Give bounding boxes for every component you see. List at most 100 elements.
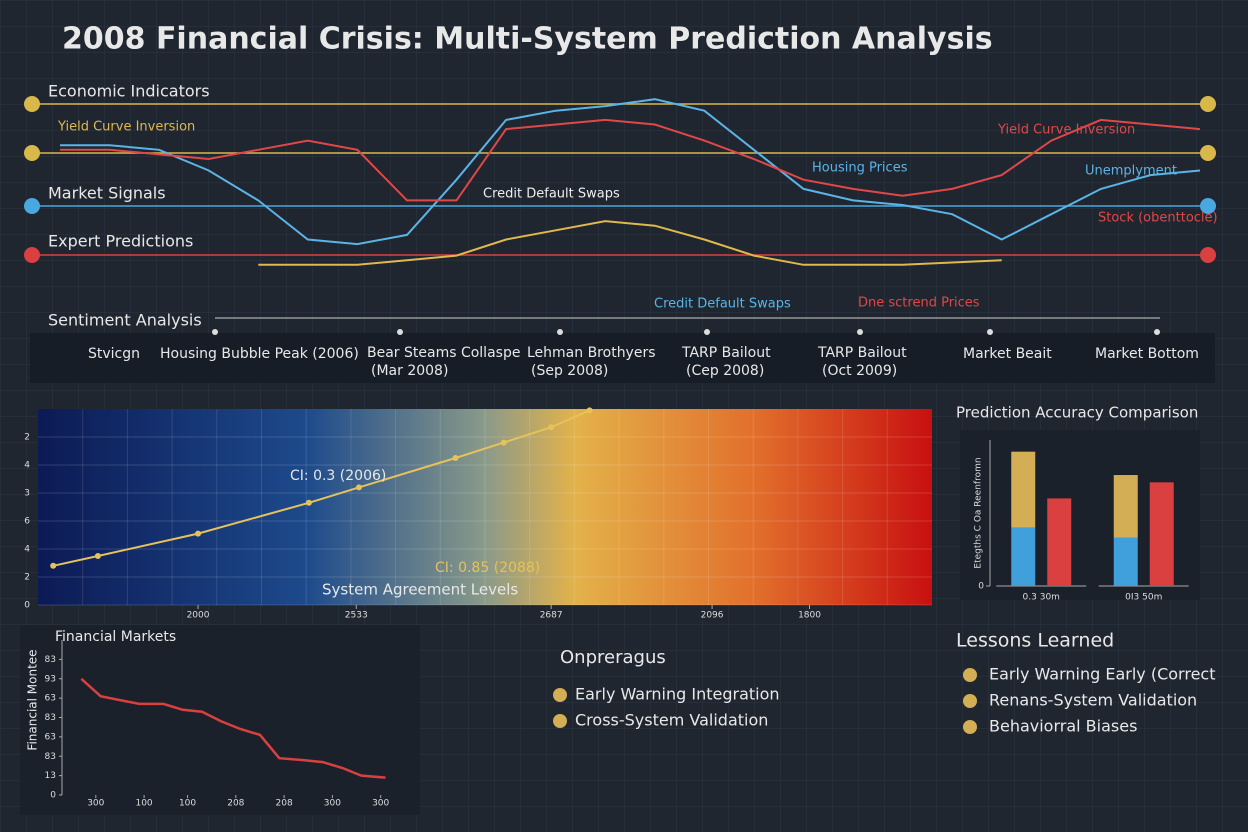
agreement-point bbox=[548, 424, 555, 431]
bar bbox=[1149, 482, 1174, 586]
heatmap bbox=[38, 409, 932, 605]
annotation: Yield Curve Inversion bbox=[997, 123, 1135, 138]
annotation: Credit Default Swaps bbox=[654, 297, 791, 312]
annotation: Yield Curve Inversion bbox=[57, 120, 195, 135]
event-date: (Mar 2008) bbox=[371, 363, 448, 379]
y-tick-label: 2 bbox=[24, 433, 30, 443]
legend-dot bbox=[553, 688, 567, 702]
agreement-point bbox=[94, 553, 101, 559]
y-tick-label: 3 bbox=[24, 489, 30, 499]
legend-dot bbox=[553, 714, 567, 728]
x-tick-label: 300 bbox=[87, 799, 104, 809]
y-axis-label: Etegths C Oa Reenfromn bbox=[974, 457, 984, 568]
lesson-item: Renans-System Validation bbox=[989, 691, 1197, 710]
series-line bbox=[60, 118, 1201, 202]
timeline-bar bbox=[30, 333, 1215, 383]
legend-item: Cross-System Validation bbox=[575, 711, 768, 730]
y-tick-label: 0 bbox=[24, 601, 30, 611]
y-tick-label: 0 bbox=[50, 791, 56, 801]
event-date: (Cep 2008) bbox=[686, 363, 764, 379]
annotation: Housing Prices bbox=[812, 161, 908, 176]
bar bbox=[1047, 498, 1072, 586]
event-label: Market Beait bbox=[963, 346, 1052, 362]
annotation: Unemplyment bbox=[1085, 164, 1177, 179]
legend-item: Early Warning Integration bbox=[575, 685, 780, 704]
agreement-point bbox=[355, 484, 362, 491]
timeline-dot bbox=[212, 329, 218, 335]
row-label: Expert Predictions bbox=[48, 232, 193, 251]
lesson-dot bbox=[963, 720, 977, 734]
x-tick-label: 300 bbox=[372, 799, 389, 809]
x-tick-label: 100 bbox=[135, 799, 152, 809]
y-tick-label: 6 bbox=[24, 517, 30, 527]
timeline-dot bbox=[987, 329, 993, 335]
bar bbox=[1011, 527, 1036, 586]
x-tick-label: 0I3 50m bbox=[1125, 593, 1162, 603]
bar bbox=[1011, 451, 1036, 528]
chart-title: Financial Markets bbox=[55, 629, 176, 645]
event-label: Market Bottom bbox=[1095, 346, 1199, 362]
row-lines bbox=[24, 96, 1216, 263]
y-tick-label: 83 bbox=[45, 655, 56, 665]
x-tick-label: 2687 bbox=[540, 611, 563, 621]
timeline-dot bbox=[397, 329, 403, 335]
legend-title: Onpreragus bbox=[560, 647, 666, 668]
x-tick-label: 1800 bbox=[798, 611, 821, 621]
annotation: Credit Default Swaps bbox=[483, 187, 620, 202]
lesson-item: Behaviorral Biases bbox=[989, 717, 1137, 736]
series-line bbox=[60, 98, 1201, 246]
chart-title: Prediction Accuracy Comparison bbox=[956, 404, 1198, 422]
agreement-point bbox=[305, 499, 312, 506]
event-label: TARP Bailout bbox=[817, 345, 907, 361]
row-label: Sentiment Analysis bbox=[48, 311, 202, 330]
x-tick-label: 2533 bbox=[345, 611, 368, 621]
timeline-dot bbox=[557, 329, 563, 335]
agreement-point bbox=[195, 530, 202, 537]
event-label: Housing Bubble Peak (2006) bbox=[160, 346, 359, 362]
y-tick-label: 83 bbox=[45, 713, 56, 723]
y-tick-label: 2 bbox=[24, 573, 30, 583]
agreement-point bbox=[50, 562, 57, 569]
lesson-dot bbox=[963, 694, 977, 708]
market-line bbox=[80, 677, 386, 779]
bar bbox=[1113, 475, 1138, 538]
x-tick-label: 100 bbox=[179, 799, 196, 809]
x-tick-label: 2096 bbox=[701, 611, 724, 621]
y-tick-label: 63 bbox=[45, 732, 56, 742]
series-line bbox=[258, 220, 1002, 266]
y-tick-label: 83 bbox=[45, 752, 56, 762]
annotation: Stock (obenttocle) bbox=[1098, 211, 1218, 226]
chart-label: System Agreement Levels bbox=[322, 581, 518, 599]
x-tick-label: 208 bbox=[276, 799, 293, 809]
timeline-dot bbox=[704, 329, 710, 335]
y-axis-label: Financial Montee bbox=[26, 649, 40, 750]
row-label: Market Signals bbox=[48, 184, 166, 203]
event-date: (Sep 2008) bbox=[531, 363, 608, 379]
x-tick-label: 2000 bbox=[187, 611, 210, 621]
x-tick-label: 208 bbox=[227, 799, 244, 809]
y-tick-label: 63 bbox=[45, 694, 56, 704]
timeline-dot bbox=[1154, 329, 1160, 335]
y-tick-label: 93 bbox=[45, 674, 56, 684]
x-tick-label: 300 bbox=[324, 799, 341, 809]
lesson-item: Early Warning Early (Correct bbox=[989, 665, 1216, 684]
event-label: Bear Steams Collaspe bbox=[367, 345, 520, 361]
annotation: CI: 0.85 (2088) bbox=[435, 560, 540, 576]
y-tick-label: 13 bbox=[45, 771, 56, 781]
lessons-title: Lessons Learned bbox=[956, 630, 1114, 652]
annotation: CI: 0.3 (2006) bbox=[290, 468, 386, 484]
agreement-point bbox=[452, 455, 459, 461]
agreement-point bbox=[500, 439, 507, 446]
page-title: 2008 Financial Crisis: Multi-System Pred… bbox=[62, 22, 993, 57]
timeline-dot bbox=[857, 329, 863, 335]
event-label: TARP Bailout bbox=[681, 345, 771, 361]
event-label: Lehman Brothyers bbox=[527, 345, 656, 361]
agreement-point bbox=[586, 407, 593, 414]
y-tick-label: 0 bbox=[978, 582, 984, 592]
event-label: Stvicgn bbox=[88, 346, 140, 362]
lesson-dot bbox=[963, 668, 977, 682]
y-tick-label: 4 bbox=[24, 461, 30, 471]
row-label: Economic Indicators bbox=[48, 82, 210, 101]
annotation: Dne sctrend Prices bbox=[858, 296, 980, 311]
